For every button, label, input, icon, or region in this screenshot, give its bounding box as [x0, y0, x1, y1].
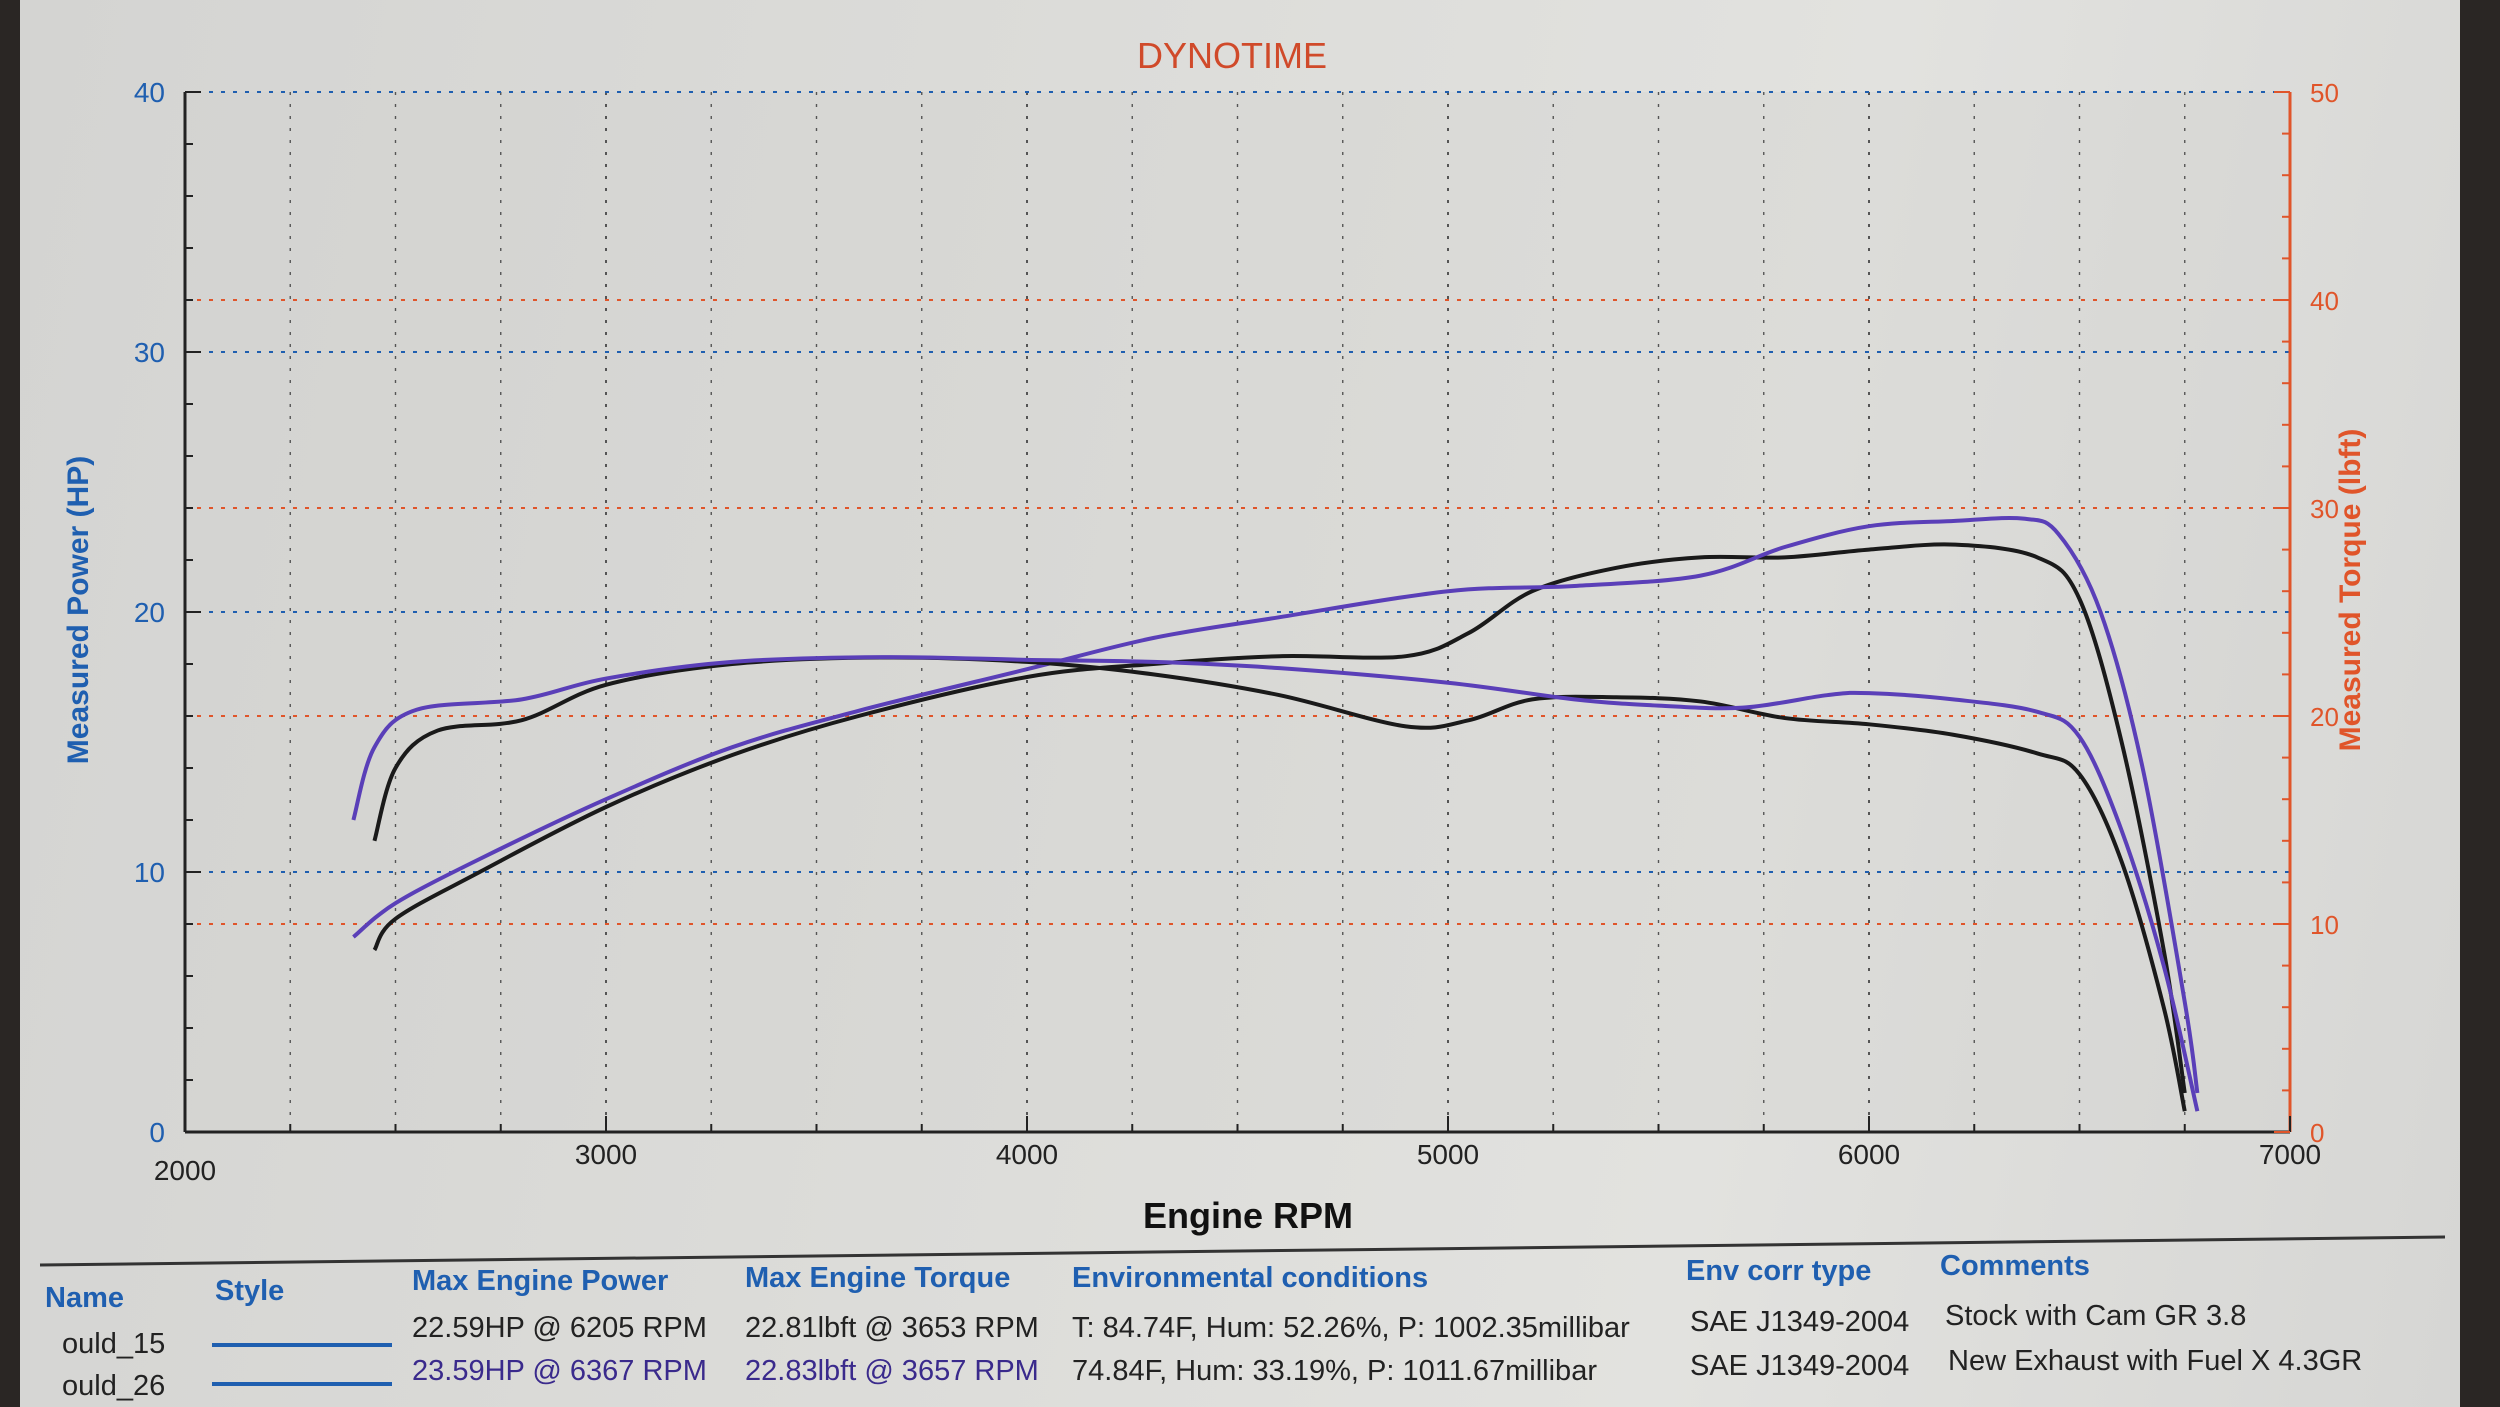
comments: Stock with Cam GR 3.8 — [1945, 1300, 2247, 1332]
max-torque: 22.83lbft @ 3657 RPM — [745, 1355, 1039, 1387]
y-right-tick-label: 0 — [2310, 1118, 2324, 1148]
header-power: Max Engine Power — [412, 1265, 669, 1297]
y-axis-left-label: Measured Power (HP) — [62, 456, 95, 764]
comments: New Exhaust with Fuel X 4.3GR — [1948, 1345, 2363, 1377]
run-name: ould_15 — [62, 1328, 166, 1360]
x-tick-label: 7000 — [2259, 1139, 2321, 1170]
env-corr-type: SAE J1349-2004 — [1690, 1306, 1910, 1338]
series-lines — [351, 515, 2200, 1112]
y-right-tick-label: 50 — [2310, 78, 2339, 108]
header-comments: Comments — [1940, 1250, 2090, 1282]
grid — [185, 91, 2290, 1132]
x-tick-label: 3000 — [575, 1139, 637, 1170]
max-torque: 22.81lbft @ 3653 RPM — [745, 1312, 1039, 1344]
series-line-ould_15-torque — [372, 655, 2187, 1112]
y-right-tick-label: 30 — [2310, 494, 2339, 524]
x-tick-label: 6000 — [1838, 1139, 1900, 1170]
y-right-tick-label: 40 — [2310, 286, 2339, 316]
header-torque: Max Engine Torque — [745, 1262, 1011, 1294]
x-tick-label: 4000 — [996, 1139, 1058, 1170]
max-power: 23.59HP @ 6367 RPM — [412, 1355, 707, 1387]
chart-title: DYNOTIME — [1137, 35, 1327, 76]
env-conditions: T: 84.74F, Hum: 52.26%, P: 1002.35millib… — [1072, 1312, 1630, 1344]
run-style-swatch — [212, 1343, 392, 1347]
header-style: Style — [215, 1275, 285, 1307]
env-corr-type: SAE J1349-2004 — [1690, 1350, 1910, 1382]
y-left-tick-label: 0 — [149, 1117, 165, 1148]
y-right-tick-label: 20 — [2310, 702, 2339, 732]
y-left-tick-label: 20 — [134, 597, 165, 628]
series-line-ould_26-torque — [351, 655, 2200, 1112]
env-conditions: 74.84F, Hum: 33.19%, P: 1011.67millibar — [1072, 1355, 1597, 1387]
y-axis-right-label: Measured Torque (lbft) — [2334, 429, 2367, 752]
series-line-ould_15-power — [372, 542, 2187, 1094]
y-left-tick-label: 10 — [134, 857, 165, 888]
x-axis-label: Engine RPM — [1143, 1195, 1353, 1236]
max-power: 22.59HP @ 6205 RPM — [412, 1312, 707, 1344]
x-tick-label: 2000 — [154, 1155, 216, 1186]
dyno-sheet — [20, 0, 2460, 1407]
series-line-ould_26-power — [352, 515, 2200, 1094]
header-corr: Env corr type — [1686, 1255, 1872, 1287]
header-name: Name — [45, 1282, 124, 1314]
run-name: ould_26 — [62, 1370, 166, 1402]
x-tick-label: 5000 — [1417, 1139, 1479, 1170]
header-env: Environmental conditions — [1072, 1262, 1429, 1294]
y-right-tick-label: 10 — [2310, 910, 2339, 940]
run-style-swatch — [212, 1382, 392, 1386]
y-left-tick-label: 40 — [134, 77, 165, 108]
table-divider — [39, 1235, 2446, 1267]
y-left-tick-label: 30 — [134, 337, 165, 368]
